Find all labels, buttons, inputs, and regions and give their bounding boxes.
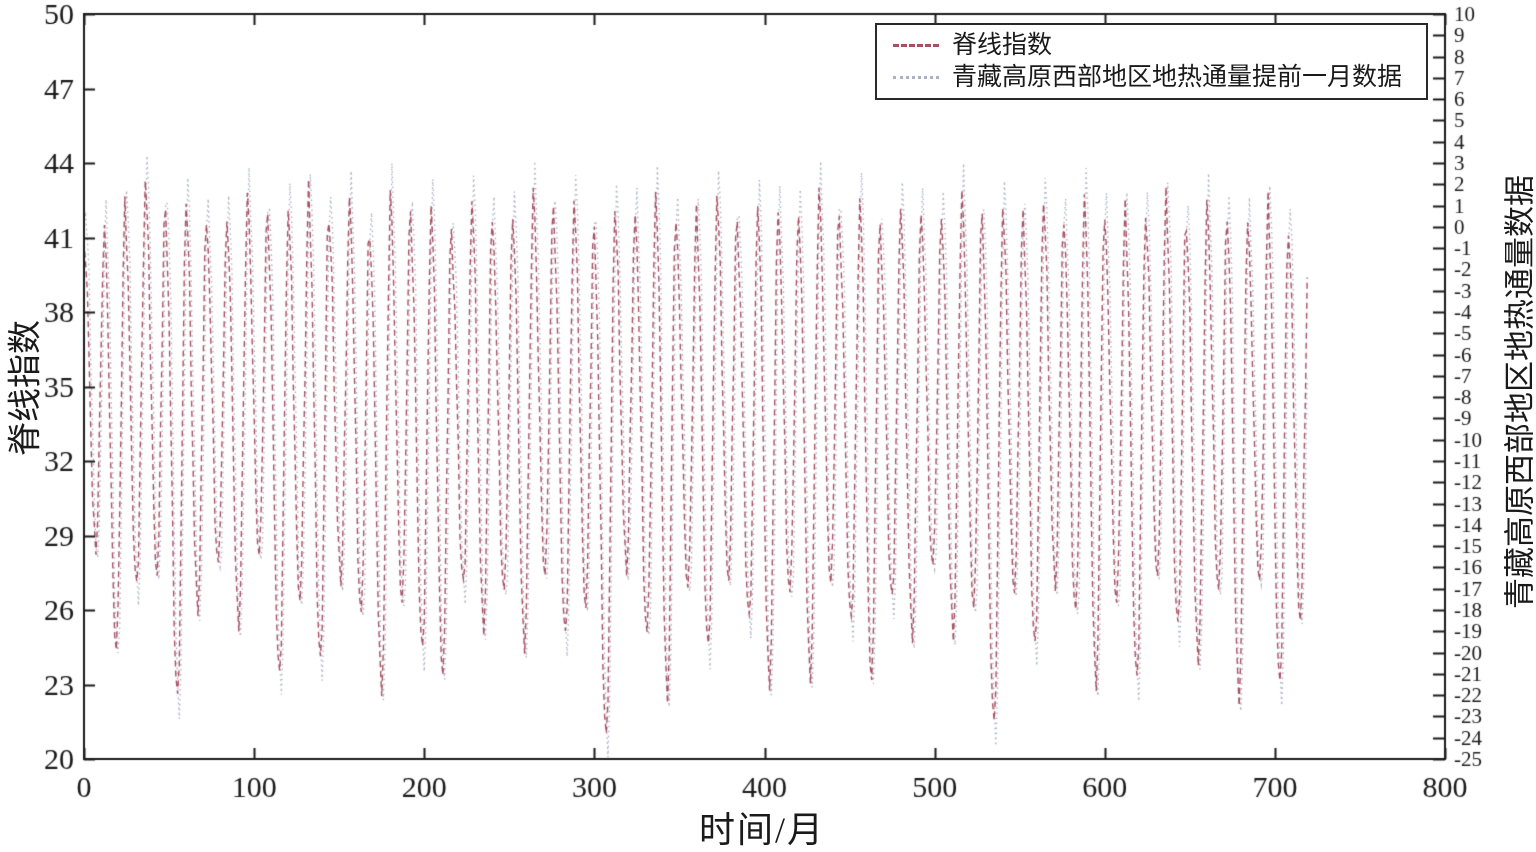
legend-item-geothermal-flux: 青藏高原西部地区地热通量提前一月数据 bbox=[893, 63, 1426, 91]
y-axis-label-right: 青藏高原西部地区地热通量数据 bbox=[1502, 175, 1536, 609]
dotted-line-swatch-icon bbox=[893, 76, 939, 79]
y-axis-label-left: 脊线指数 bbox=[7, 320, 45, 456]
legend-label-ridge-index: 脊线指数 bbox=[952, 31, 1053, 59]
legend-item-ridge-index: 脊线指数 bbox=[893, 31, 1426, 59]
x-axis-label: 时间/月 bbox=[698, 810, 826, 850]
legend: 脊线指数 青藏高原西部地区地热通量提前一月数据 bbox=[875, 23, 1428, 100]
dashed-line-swatch-icon bbox=[893, 44, 939, 47]
legend-label-geothermal-flux: 青藏高原西部地区地热通量提前一月数据 bbox=[952, 63, 1403, 91]
